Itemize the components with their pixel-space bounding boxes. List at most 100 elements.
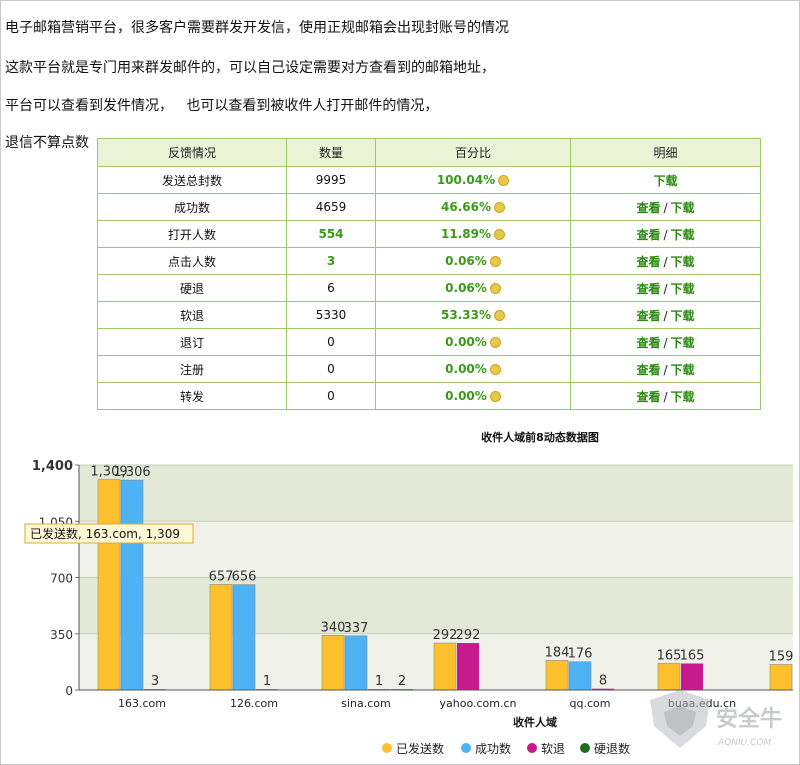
watermark-site: AQNIU.COM bbox=[717, 738, 771, 748]
data-label: 184 bbox=[545, 645, 570, 660]
x-tick-label: yahoo.com.cn bbox=[440, 697, 517, 710]
plot-band bbox=[79, 521, 793, 578]
watermark-name: 安全牛 bbox=[716, 706, 782, 732]
data-label: 176 bbox=[568, 647, 593, 662]
view-link[interactable]: 查看 bbox=[636, 362, 661, 377]
row-count: 9995 bbox=[286, 166, 376, 194]
link-separator: / bbox=[663, 281, 668, 296]
y-tick-label: 350 bbox=[50, 628, 73, 642]
view-link[interactable]: 查看 bbox=[636, 335, 661, 350]
row-label: 打开人数 bbox=[97, 220, 287, 248]
data-label: 656 bbox=[232, 570, 257, 585]
download-link[interactable]: 下载 bbox=[670, 389, 695, 404]
download-link[interactable]: 下载 bbox=[653, 173, 678, 188]
bar-sent bbox=[321, 635, 345, 691]
link-separator: / bbox=[663, 308, 668, 323]
table-row: 转发 0 0.00% 查看 / 下载 bbox=[97, 382, 761, 410]
row-count: 0 bbox=[286, 382, 376, 410]
bar-sent bbox=[97, 479, 121, 691]
help-hint-icon[interactable] bbox=[493, 202, 505, 213]
row-detail: 查看 / 下载 bbox=[570, 328, 761, 356]
link-separator: / bbox=[663, 389, 668, 404]
row-label: 注册 bbox=[97, 355, 287, 383]
view-link[interactable]: 查看 bbox=[636, 254, 661, 269]
y-tick-label: 1,400 bbox=[32, 459, 73, 474]
legend-marker bbox=[461, 743, 471, 753]
link-separator: / bbox=[663, 200, 668, 215]
help-hint-icon[interactable] bbox=[489, 256, 501, 267]
row-percent-cell: 0.00% bbox=[375, 328, 571, 356]
download-link[interactable]: 下载 bbox=[670, 281, 695, 296]
help-hint-icon[interactable] bbox=[489, 364, 501, 375]
row-count: 3 bbox=[286, 247, 376, 275]
row-percent: 53.33% bbox=[441, 308, 491, 322]
row-detail: 查看 / 下载 bbox=[570, 193, 761, 221]
watermark: 安全牛 AQNIU.COM bbox=[650, 690, 782, 748]
link-separator: / bbox=[663, 335, 668, 350]
bar-success bbox=[568, 661, 592, 691]
row-percent: 0.00% bbox=[445, 362, 487, 376]
row-count: 0 bbox=[286, 328, 376, 356]
tooltip: 已发送数, 163.com, 1,309 bbox=[24, 523, 194, 544]
row-label: 发送总封数 bbox=[97, 166, 287, 194]
row-percent: 0.00% bbox=[445, 389, 487, 403]
download-link[interactable]: 下载 bbox=[670, 200, 695, 215]
intro-line-1: 电子邮箱营销平台，很多客户需要群发开发信，使用正规邮箱会出现封账号的情况 bbox=[5, 20, 509, 36]
view-link[interactable]: 查看 bbox=[636, 281, 661, 296]
bar-sent bbox=[433, 642, 457, 691]
data-label: 657 bbox=[209, 569, 234, 584]
help-hint-icon[interactable] bbox=[493, 229, 505, 240]
view-link[interactable]: 查看 bbox=[636, 389, 661, 404]
row-label: 成功数 bbox=[97, 193, 287, 221]
bar-success bbox=[344, 635, 368, 691]
row-percent: 100.04% bbox=[436, 173, 496, 187]
download-link[interactable]: 下载 bbox=[670, 308, 695, 323]
row-percent-cell: 100.04% bbox=[375, 166, 571, 194]
tooltip-text: 已发送数, 163.com, 1,309 bbox=[30, 526, 180, 541]
view-link[interactable]: 查看 bbox=[636, 308, 661, 323]
help-hint-icon[interactable] bbox=[498, 175, 510, 186]
link-separator: / bbox=[663, 254, 668, 269]
help-hint-icon[interactable] bbox=[493, 310, 505, 321]
view-link[interactable]: 查看 bbox=[636, 200, 661, 215]
data-label: 165 bbox=[657, 648, 682, 663]
download-link[interactable]: 下载 bbox=[670, 335, 695, 350]
row-percent-cell: 0.00% bbox=[375, 355, 571, 383]
bar-success bbox=[232, 584, 256, 691]
y-tick-label: 700 bbox=[50, 572, 73, 586]
header-count: 数量 bbox=[286, 138, 376, 167]
x-tick-label: sina.com bbox=[341, 697, 391, 710]
row-count: 4659 bbox=[286, 193, 376, 221]
help-hint-icon[interactable] bbox=[489, 391, 501, 402]
bar-sent bbox=[209, 584, 233, 691]
legend-label: 软退 bbox=[541, 742, 565, 756]
row-percent: 0.06% bbox=[445, 281, 487, 295]
bar-success bbox=[120, 479, 144, 691]
data-label: 3 bbox=[151, 674, 159, 689]
row-percent-cell: 46.66% bbox=[375, 193, 571, 221]
row-count: 554 bbox=[286, 220, 376, 248]
bar-sent bbox=[657, 663, 681, 691]
x-tick-label: qq.com bbox=[570, 697, 611, 710]
data-label: 1 bbox=[375, 674, 383, 689]
row-detail: 下载 bbox=[570, 166, 761, 194]
y-tick-label: 0 bbox=[65, 684, 73, 698]
help-hint-icon[interactable] bbox=[489, 337, 501, 348]
download-link[interactable]: 下载 bbox=[670, 254, 695, 269]
data-label: 1,309 bbox=[90, 465, 127, 480]
bar-sent bbox=[545, 660, 569, 691]
row-detail: 查看 / 下载 bbox=[570, 301, 761, 329]
table-row: 硬退 6 0.06% 查看 / 下载 bbox=[97, 274, 761, 302]
data-label: 165 bbox=[680, 648, 705, 663]
view-link[interactable]: 查看 bbox=[636, 227, 661, 242]
x-axis-title: 收件人域 bbox=[513, 715, 557, 729]
download-link[interactable]: 下载 bbox=[670, 362, 695, 377]
plot-band bbox=[79, 465, 793, 522]
x-tick-label: 126.com bbox=[230, 697, 278, 710]
table-row: 发送总封数 9995 100.04% 下载 bbox=[97, 166, 761, 194]
download-link[interactable]: 下载 bbox=[670, 227, 695, 242]
legend-label: 成功数 bbox=[475, 741, 511, 756]
help-hint-icon[interactable] bbox=[489, 283, 501, 294]
table-body: 发送总封数 9995 100.04% 下载 成功数 4659 46.66% 查看 / 下载 打开人数… bbox=[97, 166, 761, 410]
row-label: 退订 bbox=[97, 328, 287, 356]
